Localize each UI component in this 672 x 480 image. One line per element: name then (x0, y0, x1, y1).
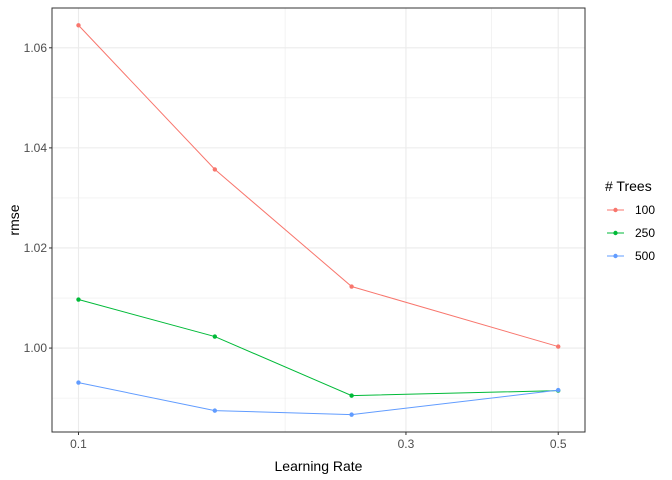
plot-panel-border (51, 7, 586, 433)
data-point-100 (349, 284, 354, 289)
x-tick-label: 0.5 (550, 437, 567, 451)
data-point-100 (76, 23, 81, 28)
legend-title: # Trees (605, 178, 652, 194)
y-axis-ticks: 1.00 1.02 1.04 1.06 (24, 41, 52, 355)
data-point-500 (212, 408, 218, 413)
data-point-500 (556, 387, 561, 393)
series-line-100 (78, 24, 559, 348)
legend: # Trees 100 250 500 (605, 178, 655, 263)
data-point-100 (212, 167, 218, 172)
legend-label-100: 100 (635, 203, 655, 217)
y-tick-label: 1.02 (24, 241, 48, 255)
series-layer (76, 23, 561, 417)
data-point-100 (556, 344, 561, 349)
legend-key-point-500 (613, 253, 618, 259)
y-tick-label: 1.00 (24, 341, 48, 355)
minor-gridlines (52, 8, 585, 432)
series-line-500 (78, 382, 559, 416)
x-axis-title: Learning Rate (275, 458, 363, 474)
legend-label-250: 250 (635, 226, 655, 240)
y-axis-title: rmse (6, 204, 22, 235)
y-tick-label: 1.04 (24, 141, 48, 155)
major-gridlines (52, 8, 585, 432)
data-point-500 (349, 412, 354, 417)
legend-key-point-100 (613, 207, 618, 213)
data-point-250 (212, 334, 218, 339)
data-point-500 (76, 380, 81, 385)
legend-label-500: 500 (635, 249, 655, 263)
legend-key-point-250 (613, 230, 618, 236)
x-axis-ticks: 0.1 0.3 0.5 (70, 432, 567, 451)
x-tick-label: 0.1 (70, 437, 87, 451)
y-tick-label: 1.06 (24, 41, 48, 55)
data-point-250 (349, 393, 354, 398)
series-line-250 (78, 299, 559, 397)
plot-panel (52, 8, 585, 432)
x-tick-label: 0.3 (398, 437, 415, 451)
data-point-250 (76, 297, 81, 302)
